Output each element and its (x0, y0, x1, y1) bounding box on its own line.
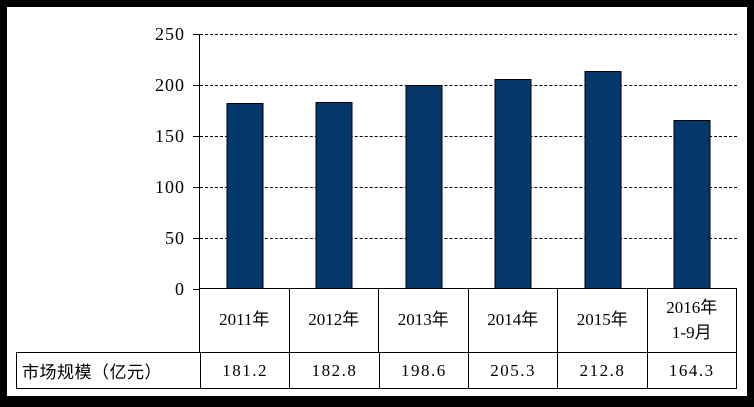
bar-2011年 (226, 103, 264, 288)
value-cell-4: 212.8 (557, 353, 646, 388)
value-cell-2: 198.6 (378, 353, 468, 388)
category-axis-row: 2011年 2012年 2013年 2014年 2015年 2016年 1-9月 (199, 289, 737, 352)
gridline-50 (200, 238, 737, 239)
category-cell-0: 2011年 (200, 289, 290, 352)
bar-2014年 (494, 79, 532, 288)
y-axis-tick-150 (193, 136, 200, 137)
y-tick-label-150: 150 (155, 126, 185, 146)
category-cell-3: 2014年 (469, 289, 558, 352)
bar-2015年 (584, 71, 622, 288)
y-axis-tick-250 (193, 34, 200, 35)
value-cell-3: 205.3 (467, 353, 557, 388)
y-axis-tick-200 (193, 85, 200, 86)
y-axis-tick-50 (193, 238, 200, 239)
bar-2016年1-9月 (673, 120, 711, 288)
y-tick-label-50: 50 (165, 228, 185, 248)
bar-2013年 (405, 85, 443, 288)
category-cell-2: 2013年 (379, 289, 469, 352)
value-cell-5: 164.3 (646, 353, 736, 388)
row-header-cell: 市场规模（亿元） (22, 363, 162, 382)
gridline-200 (200, 85, 737, 86)
value-cell-1: 182.8 (289, 353, 378, 388)
y-tick-label-100: 100 (155, 177, 185, 197)
value-cell-0: 181.2 (200, 353, 289, 388)
gridline-100 (200, 187, 737, 188)
gridline-250 (200, 34, 737, 35)
category-cell-4: 2015年 (558, 289, 648, 352)
y-axis-labels: 250 200 150 100 50 0 (7, 24, 185, 299)
plot-area (193, 34, 737, 290)
bar-2012年 (315, 102, 353, 288)
gridline-150 (200, 136, 737, 137)
chart-canvas: 250 200 150 100 50 0 2011年 2012年 2013年 2014年 2015… (7, 7, 747, 396)
y-axis-tick-100 (193, 187, 200, 188)
y-axis-tick-0 (193, 289, 200, 290)
data-table-row: 市场规模（亿元） 181.2 182.8 198.6 205.3 212.8 164.3 (16, 352, 737, 389)
y-tick-label-0: 0 (175, 279, 185, 299)
category-cell-1: 2012年 (290, 289, 379, 352)
y-tick-label-200: 200 (155, 75, 185, 95)
category-cell-5: 2016年 1-9月 (666, 297, 718, 342)
y-tick-label-250: 250 (155, 24, 185, 44)
